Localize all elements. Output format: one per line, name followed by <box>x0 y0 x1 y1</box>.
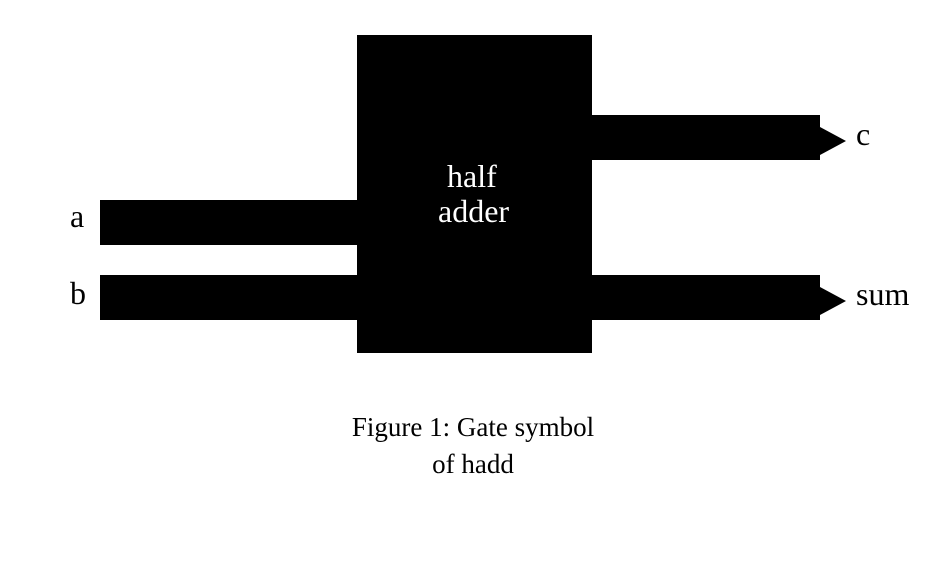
caption-line2: of hadd <box>0 449 946 480</box>
arrow-c-icon <box>820 127 846 155</box>
arrow-sum-icon <box>820 287 846 315</box>
label-sum: sum <box>856 278 909 310</box>
wire-a <box>100 200 357 245</box>
wire-sum <box>592 275 820 320</box>
label-c: c <box>856 118 870 150</box>
wire-b <box>100 275 357 320</box>
figure-caption: Figure 1: Gate symbol of hadd <box>0 412 946 480</box>
diagram-stage: half adder a b c sum Figure 1: Gate symb… <box>0 0 946 573</box>
label-a: a <box>70 200 84 232</box>
block-label-line2: adder <box>438 195 509 227</box>
wire-c <box>592 115 820 160</box>
block-label-line1: half <box>447 160 497 192</box>
label-b: b <box>70 277 86 309</box>
caption-line1: Figure 1: Gate symbol <box>0 412 946 443</box>
